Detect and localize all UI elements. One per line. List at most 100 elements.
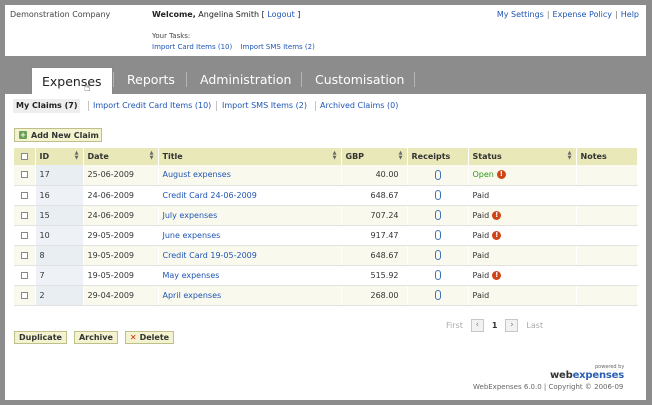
archive-button[interactable]: Archive <box>73 331 118 344</box>
webexpenses-logo: webexpenses <box>550 370 624 381</box>
row-checkbox[interactable] <box>20 271 28 279</box>
tab-reports[interactable]: Reports <box>127 72 175 87</box>
column-header-status[interactable]: Status ▲ ▼ <box>468 148 577 165</box>
claim-id: 7 <box>35 265 84 286</box>
my-settings-link[interactable]: My Settings <box>496 10 544 19</box>
receipts-cell[interactable] <box>407 185 469 206</box>
table-row[interactable]: 10 29-05-2009 June expenses 917.47 Paid! <box>14 225 638 246</box>
row-checkbox-cell[interactable] <box>14 165 36 186</box>
next-page-button[interactable]: › <box>505 319 519 332</box>
subtab-archived-claims[interactable]: Archived Claims (0) <box>320 101 399 110</box>
subtab-my-claims[interactable]: My Claims (7) <box>13 99 81 113</box>
task-import-sms-items[interactable]: Import SMS Items (2) <box>240 43 315 51</box>
table-row[interactable]: 2 29-04-2009 April expenses 268.00 Paid <box>14 285 638 306</box>
row-checkbox[interactable] <box>20 191 28 199</box>
select-all-checkbox-cell[interactable] <box>14 148 36 165</box>
tab-divider <box>186 72 187 87</box>
column-header-title[interactable]: Title ▲ ▼ <box>158 148 342 165</box>
task-import-card-items[interactable]: Import Card Items (10) <box>152 43 233 51</box>
claim-id: 17 <box>35 165 84 186</box>
claim-title-cell[interactable]: June expenses <box>158 225 342 246</box>
main-tab-bar: Expenses Reports Administration Customis… <box>5 66 646 95</box>
warning-icon[interactable]: ! <box>492 270 502 280</box>
select-all-checkbox[interactable] <box>20 153 28 160</box>
claim-title-link[interactable]: Credit Card 19-05-2009 <box>162 250 257 260</box>
row-checkbox[interactable] <box>20 211 28 219</box>
claim-title-cell[interactable]: August expenses <box>158 165 342 186</box>
notes-cell <box>576 245 638 266</box>
claim-title-cell[interactable]: Credit Card 24-06-2009 <box>158 185 342 206</box>
claim-title-link[interactable]: Credit Card 24-06-2009 <box>162 190 257 200</box>
column-header-date[interactable]: Date ▲ ▼ <box>83 148 159 165</box>
tab-customisation[interactable]: Customisation <box>315 72 405 87</box>
claim-actions: Duplicate Archive ✕ Delete <box>14 331 175 344</box>
claim-title-cell[interactable]: Credit Card 19-05-2009 <box>158 245 342 266</box>
tab-expenses[interactable]: Expenses <box>31 67 113 95</box>
claim-title-cell[interactable]: July expenses <box>158 205 342 226</box>
tab-administration[interactable]: Administration <box>200 72 292 87</box>
table-row[interactable]: 7 19-05-2009 May expenses 515.92 Paid! <box>14 265 638 286</box>
powered-by-label: powered by <box>595 364 625 370</box>
claim-title-link[interactable]: July expenses <box>162 210 218 220</box>
row-checkbox[interactable] <box>20 291 28 299</box>
receipts-cell[interactable] <box>407 265 469 286</box>
table-row[interactable]: 17 25-06-2009 August expenses 40.00 Open! <box>14 165 638 186</box>
row-checkbox-cell[interactable] <box>14 245 36 266</box>
row-checkbox[interactable] <box>20 231 28 239</box>
claim-title-cell[interactable]: April expenses <box>158 285 342 306</box>
receipts-cell[interactable] <box>407 285 469 306</box>
receipts-cell[interactable] <box>407 165 469 186</box>
claim-title-link[interactable]: May expenses <box>162 270 220 280</box>
paperclip-icon[interactable] <box>434 210 441 220</box>
column-header-gbp[interactable]: GBP ▲ ▼ <box>341 148 408 165</box>
receipts-cell[interactable] <box>407 225 469 246</box>
status-badge: Paid <box>472 290 490 300</box>
sort-arrows-icon: ▲ ▼ <box>567 150 572 161</box>
row-checkbox[interactable] <box>20 171 28 179</box>
paperclip-icon[interactable] <box>434 169 441 180</box>
table-row[interactable]: 8 19-05-2009 Credit Card 19-05-2009 648.67 P… <box>14 245 638 266</box>
status-cell: Open! <box>468 165 577 186</box>
receipts-cell[interactable] <box>407 245 469 266</box>
claim-amount: 268.00 <box>341 285 408 306</box>
paperclip-icon[interactable] <box>434 190 441 200</box>
claim-title-link[interactable]: April expenses <box>162 290 222 300</box>
row-checkbox-cell[interactable] <box>14 225 36 246</box>
row-checkbox-cell[interactable] <box>14 285 36 306</box>
expense-policy-link[interactable]: Expense Policy <box>552 10 613 19</box>
pager-first[interactable]: First <box>446 321 463 330</box>
paperclip-icon[interactable] <box>434 270 441 280</box>
paperclip-icon[interactable] <box>434 230 441 240</box>
notes-cell <box>576 205 638 226</box>
subtab-import-credit-card-items[interactable]: Import Credit Card Items (10) <box>93 101 212 110</box>
row-checkbox-cell[interactable] <box>14 265 36 286</box>
add-new-claim-button[interactable]: + Add New Claim <box>14 128 102 142</box>
status-badge: Open <box>472 170 494 180</box>
warning-icon[interactable]: ! <box>496 170 506 180</box>
table-row[interactable]: 16 24-06-2009 Credit Card 24-06-2009 648.67… <box>14 185 638 206</box>
warning-icon[interactable]: ! <box>492 210 502 220</box>
user-name: Angelina Smith <box>198 10 260 19</box>
table-row[interactable]: 15 24-06-2009 July expenses 707.24 Paid! <box>14 205 638 226</box>
notes-cell <box>576 285 638 306</box>
row-checkbox-cell[interactable] <box>14 205 36 226</box>
paperclip-icon[interactable] <box>434 290 441 300</box>
logout-link[interactable]: Logout <box>267 10 295 19</box>
column-header-id[interactable]: ID ▲ ▼ <box>35 148 84 165</box>
delete-button[interactable]: ✕ Delete <box>124 331 175 344</box>
claim-title-cell[interactable]: May expenses <box>158 265 342 286</box>
prev-page-button[interactable]: ‹ <box>470 319 484 332</box>
claim-title-link[interactable]: June expenses <box>162 230 221 240</box>
row-checkbox-cell[interactable] <box>14 185 36 206</box>
status-badge: Paid <box>472 210 490 220</box>
receipts-cell[interactable] <box>407 205 469 226</box>
warning-icon[interactable]: ! <box>492 230 502 240</box>
pager-last[interactable]: Last <box>526 321 544 330</box>
claim-title-link[interactable]: August expenses <box>162 170 231 180</box>
paperclip-icon[interactable] <box>434 250 441 260</box>
chevron-right-icon: › <box>510 320 514 330</box>
row-checkbox[interactable] <box>20 251 28 259</box>
help-link[interactable]: Help <box>620 10 639 19</box>
subtab-import-sms-items[interactable]: Import SMS Items (2) <box>222 101 307 110</box>
duplicate-button[interactable]: Duplicate <box>14 331 67 344</box>
